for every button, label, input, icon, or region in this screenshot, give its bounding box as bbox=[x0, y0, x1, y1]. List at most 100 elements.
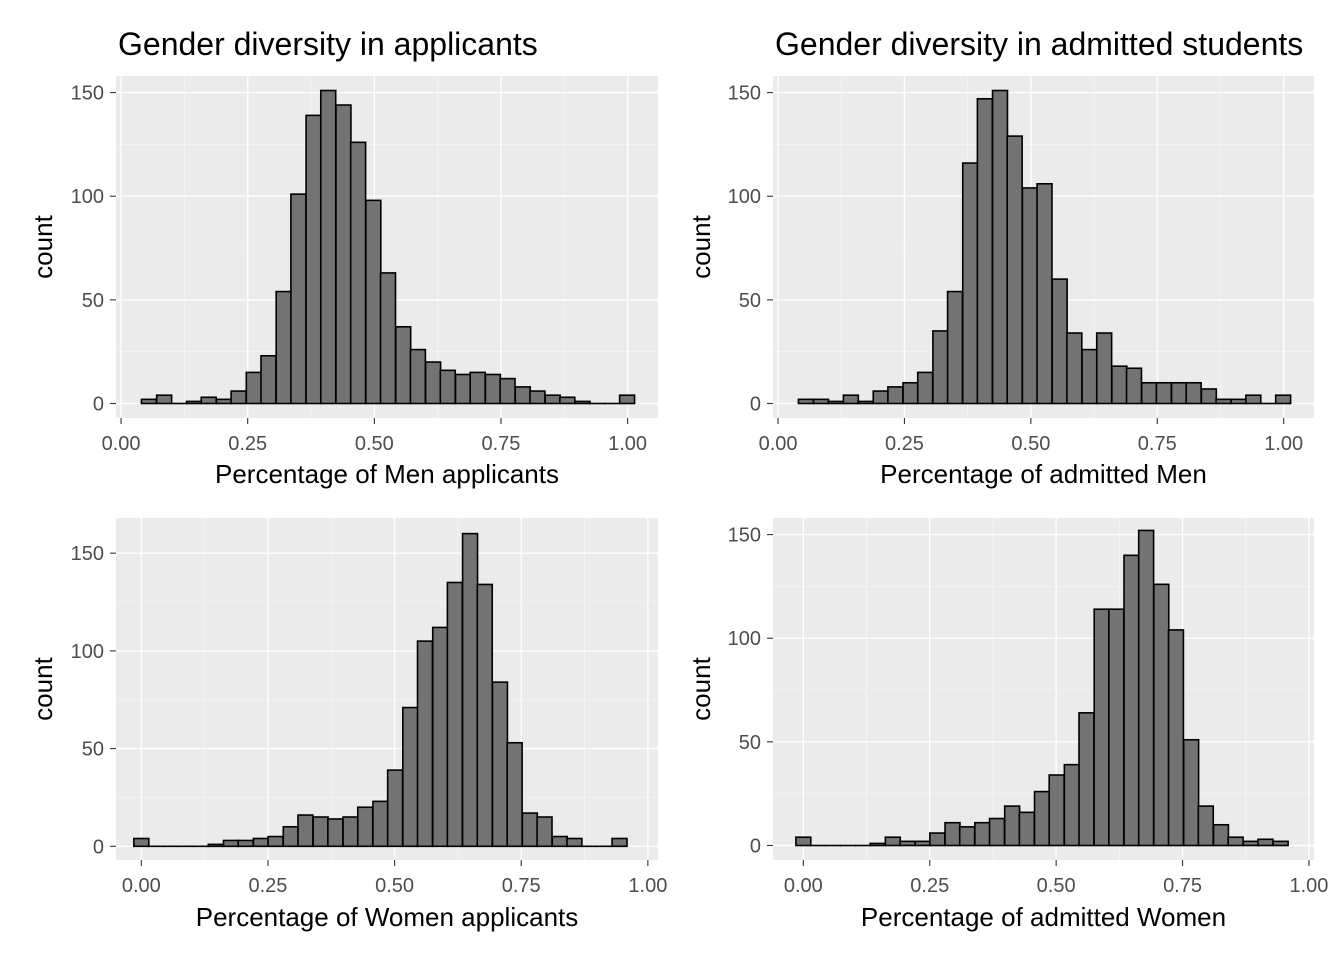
x-tick-label: 0.00 bbox=[759, 433, 798, 455]
histogram-bar bbox=[327, 818, 344, 848]
x-tick-label: 1.00 bbox=[628, 875, 667, 897]
histogram-bar bbox=[1137, 529, 1155, 847]
histogram-bar bbox=[514, 386, 532, 405]
histogram-bar bbox=[1257, 838, 1274, 847]
x-tick-label: 1.00 bbox=[608, 433, 647, 455]
histogram-bar bbox=[1111, 365, 1128, 405]
histogram-bar bbox=[215, 398, 233, 405]
y-tick-label: 150 bbox=[728, 83, 761, 105]
histogram-bar bbox=[446, 581, 464, 848]
histogram-bar bbox=[1215, 398, 1232, 405]
histogram-bar bbox=[506, 741, 523, 848]
histogram-bar bbox=[869, 842, 886, 847]
histogram-bar bbox=[1108, 608, 1125, 847]
x-tick-label: 0.50 bbox=[355, 433, 394, 455]
histogram-bar bbox=[884, 836, 902, 847]
histogram-admitted-women: 0.00 0.25 0.50 0.75 1.00 0 50 100 150 Percentage … bbox=[686, 518, 1328, 932]
histogram-men-applicants: 0.00 0.25 0.50 0.75 1.00 0 50 100 150 Percentage … bbox=[28, 26, 658, 489]
x-tick-label: 1.00 bbox=[1264, 433, 1303, 455]
histogram-bar bbox=[469, 371, 486, 405]
histogram-bar bbox=[305, 114, 322, 405]
histogram-bar bbox=[961, 162, 979, 405]
histogram-bar bbox=[282, 825, 300, 848]
histogram-bar bbox=[574, 400, 591, 405]
x-tick-label: 0.25 bbox=[228, 433, 267, 455]
histogram-bar bbox=[914, 840, 931, 847]
histogram-bar bbox=[1212, 823, 1230, 847]
histogram-bar bbox=[1123, 554, 1140, 847]
histogram-bar bbox=[439, 369, 457, 405]
histogram-bar bbox=[872, 390, 889, 405]
histogram-bar bbox=[1006, 135, 1023, 405]
histogram-bar bbox=[1167, 629, 1185, 847]
histogram-bar bbox=[491, 681, 509, 848]
histogram-bar bbox=[899, 840, 916, 847]
histogram-bar bbox=[1125, 367, 1143, 405]
histogram-bar bbox=[544, 394, 561, 405]
histogram-bar bbox=[988, 817, 1006, 847]
histogram-bar bbox=[312, 816, 329, 848]
x-axis-title: Percentage of admitted Men bbox=[880, 459, 1207, 489]
histogram-bar bbox=[812, 398, 830, 405]
y-tick-label: 100 bbox=[71, 641, 104, 663]
histogram-bar bbox=[1048, 774, 1065, 847]
histogram-bar bbox=[252, 837, 270, 848]
y-tick-label: 150 bbox=[71, 83, 104, 105]
histogram-bar bbox=[1245, 394, 1262, 405]
y-tick-label: 50 bbox=[739, 732, 761, 754]
y-axis-title: count bbox=[686, 214, 716, 278]
histogram-bar bbox=[155, 394, 173, 405]
histogram-bar bbox=[1274, 394, 1292, 405]
histogram-bar bbox=[424, 361, 442, 405]
histogram-bar bbox=[372, 800, 389, 848]
x-tick-label: 0.50 bbox=[1011, 433, 1050, 455]
histogram-bar bbox=[958, 826, 976, 847]
histogram-bar bbox=[1021, 187, 1039, 405]
histogram-bar bbox=[1197, 805, 1215, 847]
y-tick-label: 0 bbox=[750, 835, 761, 857]
histogram-bar bbox=[409, 348, 427, 405]
histogram-bar bbox=[394, 325, 412, 405]
histogram-bar bbox=[976, 98, 994, 405]
y-axis-title: count bbox=[686, 656, 716, 720]
histogram-bar bbox=[275, 290, 292, 405]
histogram-bar bbox=[461, 532, 479, 848]
x-tick-label: 0.75 bbox=[482, 433, 521, 455]
histogram-bar bbox=[222, 839, 240, 848]
histogram-bar bbox=[245, 371, 263, 405]
histogram-bar bbox=[349, 141, 367, 405]
histogram-bar bbox=[379, 272, 397, 405]
histogram-bar bbox=[946, 290, 964, 405]
histogram-bar bbox=[795, 836, 812, 847]
histogram-bar bbox=[335, 104, 352, 405]
y-tick-label: 150 bbox=[71, 543, 104, 565]
histogram-bar bbox=[1093, 608, 1110, 847]
histogram-bar bbox=[1182, 738, 1200, 847]
histogram-bar bbox=[499, 377, 516, 405]
y-tick-label: 0 bbox=[93, 393, 104, 415]
histogram-bar bbox=[1036, 182, 1053, 405]
y-tick-label: 50 bbox=[82, 739, 104, 761]
histogram-bar bbox=[267, 835, 284, 848]
x-tick-label: 0.75 bbox=[502, 875, 541, 897]
y-tick-label: 50 bbox=[739, 290, 761, 312]
x-tick-label: 0.50 bbox=[1037, 875, 1076, 897]
histogram-bar bbox=[1003, 805, 1021, 847]
histogram-bar bbox=[431, 626, 449, 848]
histogram-bar bbox=[1140, 381, 1158, 405]
x-tick-label: 0.75 bbox=[1138, 433, 1177, 455]
histogram-bar bbox=[1033, 790, 1051, 847]
histogram-bar bbox=[356, 806, 374, 848]
x-tick-label: 0.50 bbox=[375, 875, 414, 897]
histogram-bar bbox=[1153, 583, 1170, 847]
y-axis-title: count bbox=[28, 656, 58, 720]
histogram-bar bbox=[1185, 381, 1202, 405]
histogram-bar bbox=[1155, 381, 1173, 405]
histogram-bar bbox=[932, 330, 949, 405]
y-tick-label: 0 bbox=[93, 836, 104, 858]
y-tick-label: 100 bbox=[728, 628, 761, 650]
histogram-bar bbox=[386, 769, 404, 848]
histogram-bar bbox=[297, 814, 314, 848]
x-tick-label: 0.00 bbox=[784, 875, 823, 897]
